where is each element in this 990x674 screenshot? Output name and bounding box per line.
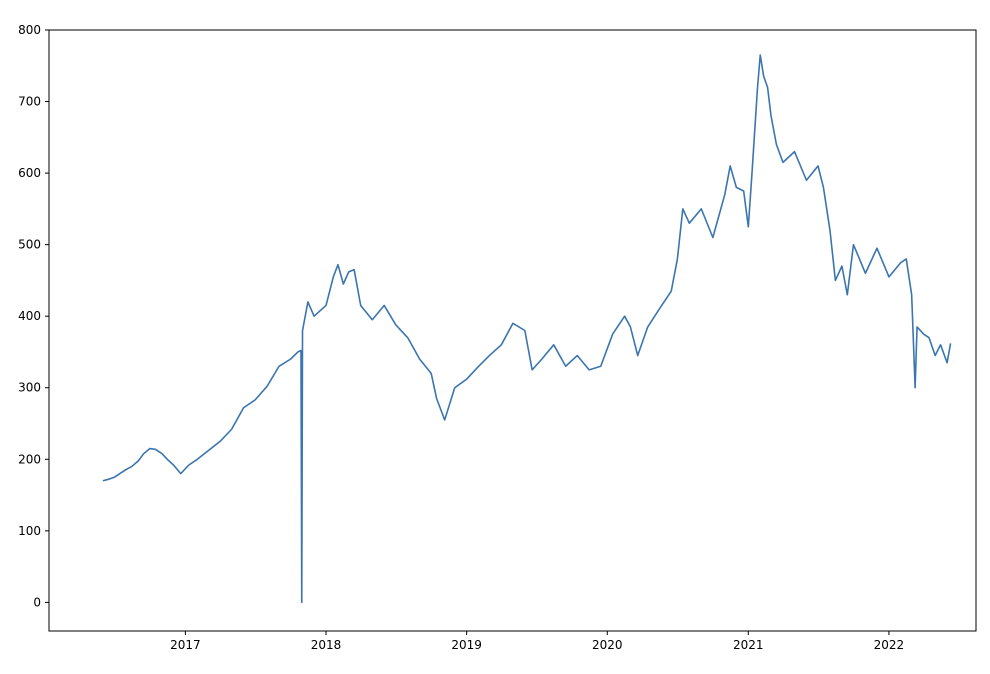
y-tick-label: 100 [18, 524, 41, 538]
x-tick-label: 2021 [733, 638, 764, 652]
x-tick-label: 2017 [170, 638, 201, 652]
y-tick-label: 400 [18, 309, 41, 323]
x-tick-label: 2019 [451, 638, 482, 652]
x-tick-label: 2022 [874, 638, 905, 652]
plot-frame [48, 29, 977, 632]
x-tick-label: 2020 [592, 638, 623, 652]
y-tick-label: 200 [18, 452, 41, 466]
series-layer [102, 54, 952, 604]
y-tick-label: 0 [33, 595, 41, 609]
y-tick-label: 300 [18, 381, 41, 395]
y-tick-label: 700 [18, 95, 41, 109]
series-line-0 [102, 54, 952, 604]
plot-area [48, 29, 977, 632]
y-axis: 0 100 200 300 400 500 600 700 800 [18, 23, 49, 609]
y-tick-label: 800 [18, 23, 41, 37]
y-tick-label: 600 [18, 166, 41, 180]
x-tick-label: 2018 [311, 638, 342, 652]
x-axis: 2017 2018 2019 2020 2021 2022 [170, 631, 904, 652]
y-tick-label: 500 [18, 238, 41, 252]
